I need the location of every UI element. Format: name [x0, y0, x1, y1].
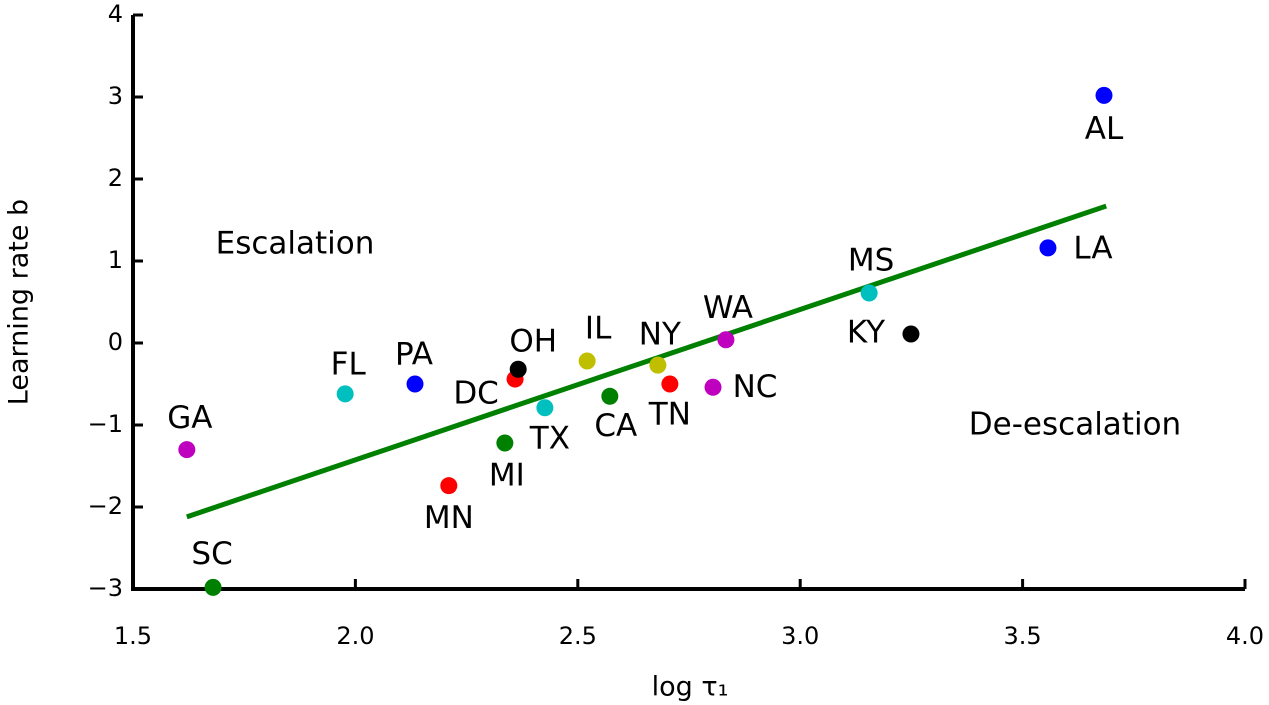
point [601, 387, 619, 405]
point [717, 331, 735, 349]
y-tick-label: −3 [88, 574, 123, 602]
x-tick-label: 1.5 [114, 622, 152, 650]
point-label: SC [191, 536, 232, 572]
point-label: MN [424, 500, 474, 536]
point [902, 325, 920, 343]
point [704, 378, 722, 396]
point-label: TN [648, 397, 691, 433]
point [204, 578, 222, 596]
y-tick-label: −2 [88, 492, 123, 520]
point-label: AL [1085, 111, 1124, 147]
point-label: PA [395, 337, 433, 373]
point-label: WA [703, 290, 753, 326]
point [649, 356, 667, 374]
point-label: OH [509, 324, 557, 360]
point-label: FL [331, 346, 367, 382]
point [860, 284, 878, 302]
point-label: NY [639, 317, 681, 353]
point [661, 375, 679, 393]
x-tick-label: 3.5 [1004, 622, 1042, 650]
x-tick-label: 2.5 [559, 622, 597, 650]
point [496, 434, 514, 452]
point-label: NC [733, 369, 778, 405]
point-label: IL [585, 311, 612, 347]
point [509, 360, 527, 378]
point-label: TX [529, 420, 570, 456]
point [536, 399, 554, 417]
y-tick-label: −1 [88, 410, 123, 438]
fit-line [186, 203, 1108, 520]
point [178, 441, 196, 459]
point [1039, 239, 1057, 257]
point-label: LA [1073, 230, 1112, 266]
annotation: De-escalation [969, 407, 1181, 443]
point-label: MI [489, 458, 525, 494]
annotation: Escalation [216, 226, 375, 262]
y-axis-label: Learning rate b [4, 199, 35, 405]
x-tick-label: 2.0 [336, 622, 374, 650]
point [440, 477, 458, 495]
point-label: CA [594, 408, 637, 444]
point-label: MS [848, 242, 894, 278]
y-tick-label: 2 [108, 164, 123, 192]
y-tick-label: 3 [108, 82, 123, 110]
point [578, 352, 596, 370]
x-tick-label: 4.0 [1226, 622, 1264, 650]
point [406, 375, 424, 393]
y-tick-label: 4 [108, 0, 123, 28]
x-axis-label: log τ₁ [652, 672, 729, 703]
point-label: DC [453, 376, 499, 412]
point-label: KY [847, 314, 885, 350]
x-tick-label: 3.0 [781, 622, 819, 650]
point-label: GA [167, 400, 212, 436]
y-tick-label: 0 [108, 328, 123, 356]
y-tick-label: 1 [108, 246, 123, 274]
point [1095, 86, 1113, 104]
point [336, 385, 354, 403]
